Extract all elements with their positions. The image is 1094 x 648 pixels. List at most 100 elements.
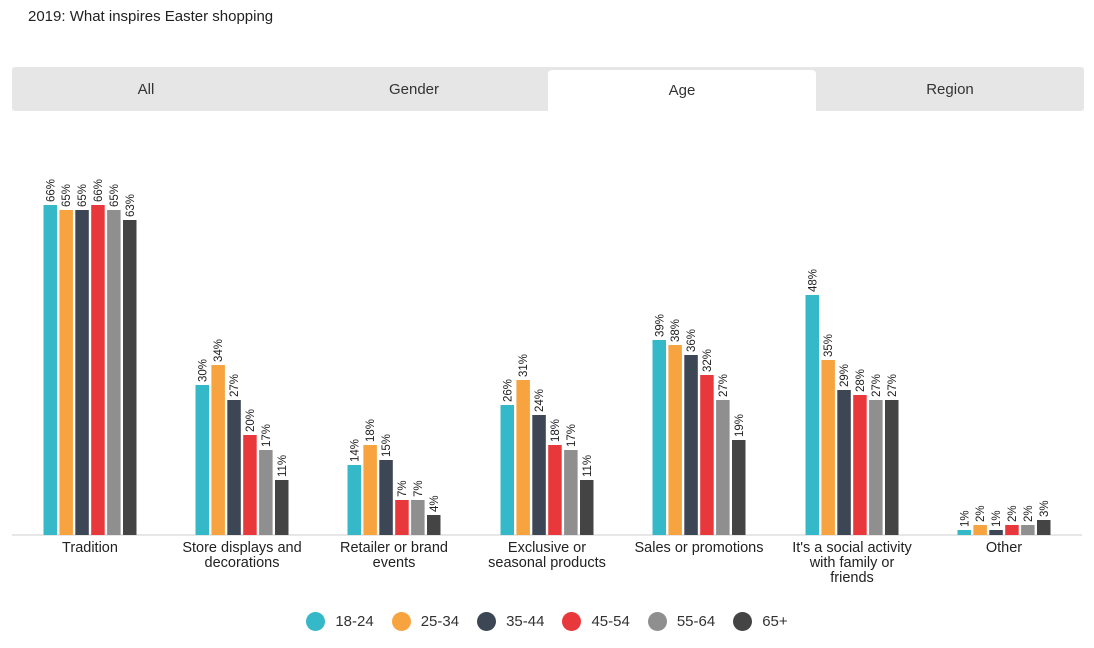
legend-swatch-icon — [477, 612, 497, 631]
data-label: 14% — [349, 439, 361, 462]
data-label: 27% — [229, 374, 241, 397]
bar[interactable] — [227, 400, 241, 535]
bar-chart: 66% 65% 65% 66% 65% 63% Tradition 30% 34% 27% 20% 1… — [12, 179, 1082, 586]
data-label: 65% — [109, 184, 121, 207]
tab-all[interactable]: All — [137, 80, 155, 98]
bar[interactable] — [885, 400, 899, 535]
bar[interactable] — [347, 465, 362, 535]
category-label: seasonal products — [488, 555, 606, 571]
data-label: 7% — [397, 480, 409, 497]
category-label: events — [373, 555, 416, 571]
legend-swatch-icon — [733, 612, 753, 631]
bar[interactable] — [427, 515, 441, 535]
bar[interactable] — [869, 400, 883, 535]
bar[interactable] — [668, 345, 682, 535]
bar[interactable] — [123, 220, 137, 535]
bar[interactable] — [700, 375, 714, 535]
chart-legend: 18-24 25-34 35-44 45-54 55-64 65+ — [0, 612, 1094, 631]
tab-age[interactable]: Age — [548, 70, 816, 111]
legend-swatch-icon — [562, 612, 582, 631]
data-label: 20% — [245, 409, 257, 432]
data-label: 27% — [887, 374, 899, 397]
legend-item[interactable]: 65+ — [733, 612, 788, 631]
bar[interactable] — [652, 340, 667, 535]
category-label: Other — [986, 540, 1022, 556]
legend-swatch-icon — [647, 612, 667, 631]
data-label: 17% — [261, 424, 273, 447]
data-label: 63% — [125, 194, 137, 217]
legend-label: 45-54 — [591, 613, 630, 630]
legend-item[interactable]: 18-24 — [306, 612, 374, 631]
bar[interactable] — [548, 445, 562, 535]
bar[interactable] — [716, 400, 730, 535]
category-label: Tradition — [62, 540, 118, 556]
data-label: 28% — [855, 369, 867, 392]
data-label: 65% — [77, 184, 89, 207]
data-label: 39% — [654, 314, 666, 337]
bar[interactable] — [732, 440, 746, 535]
legend-item[interactable]: 45-54 — [562, 612, 630, 631]
legend-label: 25-34 — [420, 613, 460, 630]
bar[interactable] — [43, 205, 58, 535]
bar[interactable] — [363, 445, 377, 535]
bar[interactable] — [837, 390, 851, 535]
bar[interactable] — [195, 385, 210, 535]
data-label: 35% — [823, 334, 835, 357]
legend-item[interactable]: 35-44 — [477, 612, 544, 631]
bar[interactable] — [973, 525, 987, 535]
data-label: 11% — [582, 455, 594, 477]
tab-gender[interactable]: Gender — [388, 80, 440, 98]
bar[interactable] — [1005, 525, 1019, 535]
legend-item[interactable]: 25-34 — [391, 612, 460, 631]
bar[interactable] — [259, 450, 273, 535]
bar[interactable] — [91, 205, 105, 535]
bar[interactable] — [275, 480, 289, 535]
bar[interactable] — [532, 415, 546, 535]
bar[interactable] — [1021, 525, 1035, 535]
bar[interactable] — [821, 360, 835, 535]
bar[interactable] — [411, 500, 425, 535]
data-label: 11% — [277, 455, 289, 477]
data-label: 18% — [550, 419, 562, 442]
data-label: 48% — [807, 269, 819, 292]
bar[interactable] — [59, 210, 73, 535]
legend-item[interactable]: 55-64 — [647, 612, 715, 631]
category-label: Store displays and — [182, 540, 301, 556]
data-label: 7% — [413, 480, 425, 497]
data-label: 65% — [61, 184, 73, 207]
bar[interactable] — [379, 460, 393, 535]
legend-label: 18-24 — [335, 613, 374, 630]
bar[interactable] — [805, 295, 820, 535]
bar[interactable] — [1037, 520, 1051, 535]
data-label: 18% — [365, 419, 377, 442]
tab-region[interactable]: Region — [926, 80, 974, 98]
data-label: 34% — [213, 339, 225, 362]
data-label: 66% — [45, 179, 57, 202]
bar[interactable] — [75, 210, 89, 535]
data-label: 26% — [502, 379, 514, 402]
data-label: 19% — [734, 414, 746, 437]
bar[interactable] — [395, 500, 409, 535]
bar[interactable] — [580, 480, 594, 535]
data-label: 27% — [871, 374, 883, 397]
data-label: 31% — [518, 354, 530, 377]
bar[interactable] — [211, 365, 225, 535]
bar[interactable] — [957, 530, 972, 535]
tab-bar: All Gender Age Region — [12, 67, 1084, 111]
bar[interactable] — [516, 380, 530, 535]
bar[interactable] — [500, 405, 515, 535]
category-label: with family or — [809, 555, 895, 571]
bar[interactable] — [243, 435, 257, 535]
category-label: Exclusive or — [508, 540, 586, 556]
data-label: 15% — [381, 434, 393, 457]
bar[interactable] — [107, 210, 121, 535]
data-label: 24% — [534, 389, 546, 412]
bar[interactable] — [989, 530, 1003, 535]
category-label: decorations — [205, 555, 280, 571]
data-label: 1% — [991, 510, 1003, 527]
bar[interactable] — [564, 450, 578, 535]
bar[interactable] — [684, 355, 698, 535]
data-label: 27% — [718, 374, 730, 397]
legend-label: 35-44 — [506, 613, 545, 630]
bar[interactable] — [853, 395, 867, 535]
